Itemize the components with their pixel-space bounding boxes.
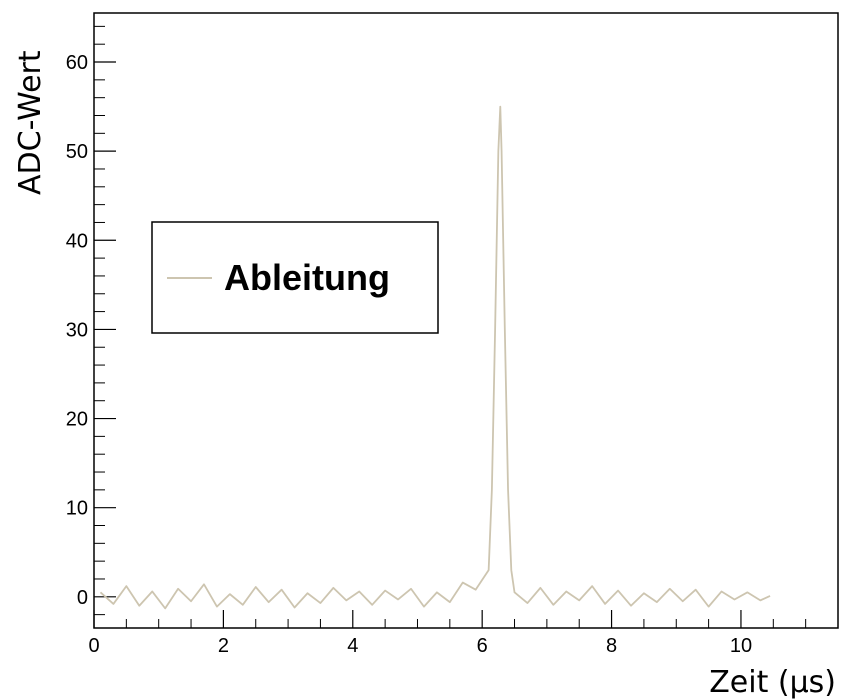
x-tick-label: 2 bbox=[218, 635, 229, 657]
legend: Ableitung bbox=[151, 221, 439, 334]
series-layer bbox=[99, 105, 771, 610]
x-tick-label: 6 bbox=[477, 635, 488, 657]
x-tick-label: 4 bbox=[347, 635, 358, 657]
y-tick-label: 60 bbox=[66, 52, 88, 74]
x-tick-label: 10 bbox=[730, 635, 752, 657]
y-tick-label: 20 bbox=[66, 409, 88, 431]
x-tick-label: 0 bbox=[88, 635, 99, 657]
y-tick-label: 50 bbox=[66, 141, 88, 163]
x-tick-label: 8 bbox=[606, 635, 617, 657]
y-tick-label: 0 bbox=[77, 587, 88, 609]
y-tick-label: 30 bbox=[66, 319, 88, 341]
x-axis-title: Zeit (µs) bbox=[709, 665, 836, 700]
y-axis-ticks: 0 10 20 30 40 50 60 bbox=[66, 52, 116, 609]
y-tick-label: 40 bbox=[66, 230, 88, 252]
legend-label: Ableitung bbox=[224, 257, 390, 298]
y-tick-label: 10 bbox=[66, 498, 88, 520]
y-axis-title: ADC-Wert bbox=[13, 50, 48, 195]
minor-ticks bbox=[94, 25, 839, 628]
x-axis-ticks: 0 2 4 6 8 10 bbox=[88, 610, 752, 657]
series-line bbox=[99, 105, 771, 610]
